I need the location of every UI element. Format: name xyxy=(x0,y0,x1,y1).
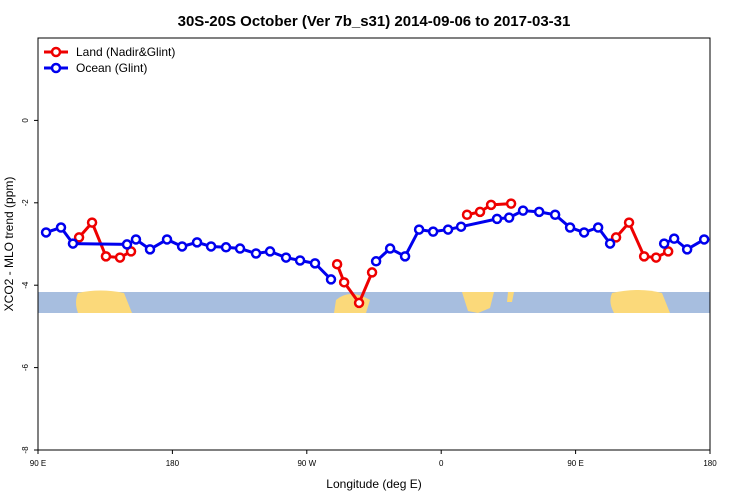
legend-label: Land (Nadir&Glint) xyxy=(76,45,175,59)
point xyxy=(100,251,112,262)
plot-frame xyxy=(37,37,711,451)
x-tick-label: 90 E xyxy=(30,459,46,468)
x-tick-label: 90 W xyxy=(297,459,316,468)
point xyxy=(698,234,710,245)
point xyxy=(564,222,576,233)
legend-marker xyxy=(50,46,62,58)
point xyxy=(191,237,203,248)
point xyxy=(280,252,292,263)
point xyxy=(353,297,365,309)
x-tick-label: 180 xyxy=(703,459,717,468)
point xyxy=(114,252,126,263)
y-tick-label: -6 xyxy=(21,363,30,371)
legend-label: Ocean (Glint) xyxy=(76,61,147,75)
y-tick-label: 0 xyxy=(21,118,30,123)
point xyxy=(662,246,674,257)
point xyxy=(592,222,604,233)
point xyxy=(250,248,262,259)
point xyxy=(176,241,188,252)
point xyxy=(638,251,650,262)
point xyxy=(161,234,173,245)
point xyxy=(205,241,217,252)
point xyxy=(73,232,85,243)
map-strip xyxy=(38,290,710,313)
series-line xyxy=(77,202,669,306)
point xyxy=(668,233,680,244)
y-tick-label: -4 xyxy=(21,281,30,289)
point xyxy=(144,244,156,255)
point xyxy=(442,224,454,235)
point xyxy=(130,234,142,245)
point xyxy=(67,238,79,249)
point xyxy=(455,221,467,232)
x-tick-label: 0 xyxy=(439,459,444,468)
point xyxy=(264,246,276,257)
point xyxy=(578,227,590,238)
point xyxy=(294,255,306,266)
point xyxy=(325,274,337,285)
point xyxy=(366,267,378,278)
point xyxy=(234,243,246,254)
point xyxy=(86,217,98,228)
point xyxy=(503,212,515,223)
point xyxy=(399,251,411,262)
point xyxy=(331,258,343,270)
x-tick-label: 180 xyxy=(166,459,180,468)
y-tick-label: -8 xyxy=(21,446,30,454)
point xyxy=(40,227,52,238)
y-axis-label: XCO2 - MLO trend (ppm) xyxy=(2,177,16,312)
point xyxy=(505,198,517,209)
point xyxy=(517,205,529,216)
point xyxy=(533,206,545,218)
legend-marker xyxy=(50,62,62,74)
point xyxy=(549,209,561,220)
point xyxy=(338,277,350,288)
point xyxy=(485,199,497,211)
point xyxy=(610,232,622,243)
point xyxy=(413,224,425,235)
point xyxy=(121,239,133,250)
point xyxy=(220,242,232,253)
point xyxy=(650,252,662,263)
point xyxy=(491,213,503,225)
point xyxy=(55,222,67,233)
x-tick-label: 90 E xyxy=(567,459,583,468)
point xyxy=(309,258,321,269)
point xyxy=(623,217,635,228)
chart-title: 30S-20S October (Ver 7b_s31) 2014-09-06 … xyxy=(178,13,571,30)
point xyxy=(427,226,439,237)
x-axis-label: Longitude (deg E) xyxy=(326,477,421,491)
point xyxy=(384,243,396,254)
point xyxy=(461,209,473,220)
point xyxy=(681,244,693,255)
y-tick-label: -2 xyxy=(21,199,30,207)
point xyxy=(474,206,486,218)
point xyxy=(658,238,670,249)
point xyxy=(604,238,616,249)
point xyxy=(370,256,382,267)
